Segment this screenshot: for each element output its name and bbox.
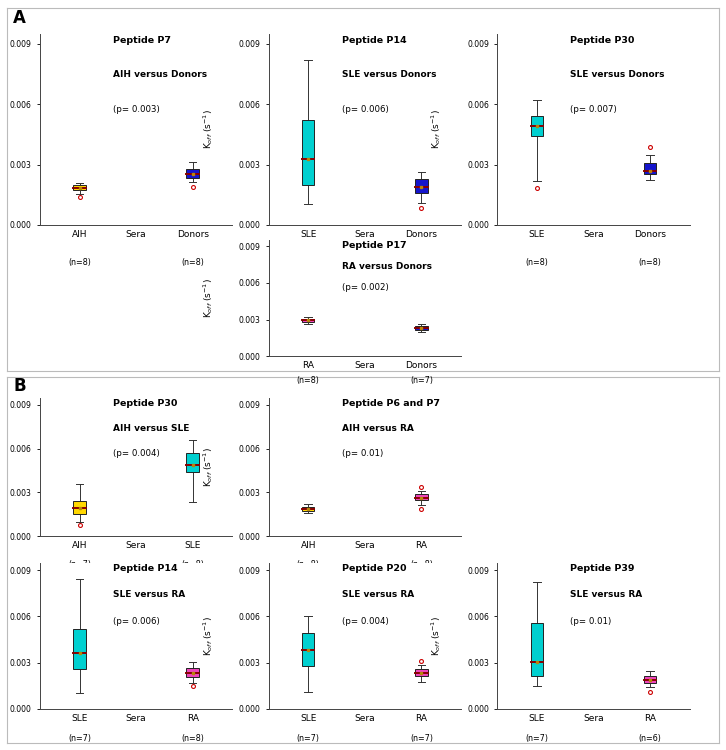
Text: AIH versus Donors: AIH versus Donors	[113, 70, 207, 79]
Bar	[73, 184, 86, 190]
Text: (n=8): (n=8)	[410, 257, 433, 266]
Text: SLE versus RA: SLE versus RA	[342, 590, 414, 599]
Text: (p= 0.004): (p= 0.004)	[113, 448, 160, 458]
Text: B: B	[13, 377, 25, 395]
Text: Peptide P30: Peptide P30	[113, 399, 177, 408]
Text: (n=8): (n=8)	[297, 376, 319, 385]
Bar	[73, 628, 86, 669]
Bar	[187, 453, 199, 472]
Text: SLE versus RA: SLE versus RA	[571, 590, 643, 599]
Bar	[531, 116, 543, 136]
Text: (n=7): (n=7)	[410, 376, 433, 385]
Bar	[644, 676, 656, 682]
Bar	[644, 163, 656, 174]
Text: (n=8): (n=8)	[297, 560, 319, 568]
Text: (n=7): (n=7)	[68, 560, 91, 568]
Y-axis label: K$_{off}$ (s$^{-1}$): K$_{off}$ (s$^{-1}$)	[201, 447, 215, 487]
Text: (n=8): (n=8)	[68, 257, 91, 266]
Bar	[415, 326, 428, 330]
Text: (n=8): (n=8)	[639, 257, 661, 266]
Bar	[415, 178, 428, 193]
Text: A: A	[13, 9, 26, 27]
Text: (n=7): (n=7)	[410, 734, 433, 742]
Text: (n=8): (n=8)	[526, 257, 548, 266]
Text: RA versus Donors: RA versus Donors	[342, 262, 432, 271]
Bar	[73, 501, 86, 514]
Text: (p= 0.01): (p= 0.01)	[342, 448, 383, 458]
Text: (n=8): (n=8)	[182, 257, 204, 266]
Y-axis label: K$_{off}$ (s$^{-1}$): K$_{off}$ (s$^{-1}$)	[430, 616, 444, 656]
Text: Peptide P7: Peptide P7	[113, 36, 171, 45]
Bar	[415, 670, 428, 676]
Y-axis label: K$_{off}$ (s$^{-1}$): K$_{off}$ (s$^{-1}$)	[201, 110, 215, 149]
Text: (p= 0.007): (p= 0.007)	[571, 104, 617, 113]
Text: SLE versus Donors: SLE versus Donors	[342, 70, 436, 79]
Text: Peptide P14: Peptide P14	[113, 564, 178, 573]
Bar	[302, 507, 314, 511]
Text: Peptide P6 and P7: Peptide P6 and P7	[342, 399, 440, 408]
Bar	[302, 633, 314, 666]
Bar	[302, 120, 314, 184]
Bar	[187, 169, 199, 178]
Text: (p= 0.006): (p= 0.006)	[113, 616, 160, 626]
Text: (p= 0.01): (p= 0.01)	[571, 616, 612, 626]
Bar	[302, 319, 314, 322]
Text: Peptide P17: Peptide P17	[342, 242, 407, 250]
Text: (n=7): (n=7)	[297, 734, 319, 742]
Text: (n=8): (n=8)	[410, 560, 433, 568]
Text: Peptide P30: Peptide P30	[571, 36, 635, 45]
Text: (n=8): (n=8)	[182, 560, 204, 568]
Text: (p= 0.004): (p= 0.004)	[342, 616, 388, 626]
Text: (n=8): (n=8)	[182, 734, 204, 742]
Text: (n=7): (n=7)	[297, 257, 319, 266]
Text: (p= 0.006): (p= 0.006)	[342, 104, 388, 113]
Bar	[531, 622, 543, 676]
Text: (n=6): (n=6)	[639, 734, 661, 742]
Text: (n=7): (n=7)	[68, 734, 91, 742]
Text: AIH versus RA: AIH versus RA	[342, 424, 414, 433]
Text: AIH versus SLE: AIH versus SLE	[113, 424, 189, 433]
Text: Peptide P20: Peptide P20	[342, 564, 407, 573]
Text: SLE versus Donors: SLE versus Donors	[571, 70, 665, 79]
Text: Peptide P39: Peptide P39	[571, 564, 635, 573]
Y-axis label: K$_{off}$ (s$^{-1}$): K$_{off}$ (s$^{-1}$)	[201, 278, 215, 318]
Bar	[187, 668, 199, 677]
Text: (p= 0.002): (p= 0.002)	[342, 283, 388, 292]
Text: Peptide P14: Peptide P14	[342, 36, 407, 45]
Text: SLE versus RA: SLE versus RA	[113, 590, 185, 599]
Text: (n=7): (n=7)	[526, 734, 548, 742]
Y-axis label: K$_{off}$ (s$^{-1}$): K$_{off}$ (s$^{-1}$)	[430, 110, 444, 149]
Bar	[415, 494, 428, 500]
Text: (p= 0.003): (p= 0.003)	[113, 104, 160, 113]
Y-axis label: K$_{off}$ (s$^{-1}$): K$_{off}$ (s$^{-1}$)	[201, 616, 215, 656]
